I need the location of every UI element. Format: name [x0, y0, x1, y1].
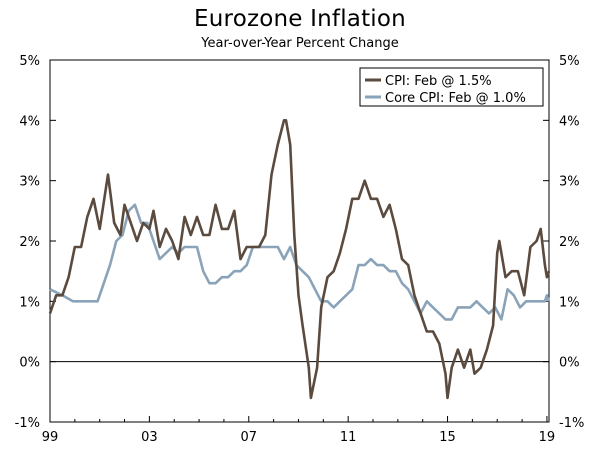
y-tick-label-right: 1%: [559, 295, 580, 310]
chart-title: Eurozone Inflation: [194, 6, 406, 32]
core-cpi-line: [49, 203, 551, 321]
y-tick-label-right: 5%: [559, 54, 580, 69]
x-tick-label: 07: [240, 430, 257, 445]
x-tick-label: 19: [539, 430, 556, 445]
y-tick-label-left: 5%: [19, 54, 40, 69]
y-tick-label-right: 2%: [559, 235, 580, 250]
y-tick-label-left: 1%: [19, 295, 40, 310]
chart-subtitle: Year-over-Year Percent Change: [201, 36, 399, 51]
y-tick-label-right: 0%: [559, 356, 580, 371]
y-tick-label-right: -1%: [559, 416, 584, 431]
y-tick-label-left: -1%: [15, 416, 40, 431]
y-tick-label-left: 0%: [19, 356, 40, 371]
y-tick-label-left: 4%: [19, 114, 40, 129]
legend-box: [359, 67, 544, 107]
y-tick-label-left: 2%: [19, 235, 40, 250]
x-tick-label: 11: [340, 430, 357, 445]
y-tick-label-left: 3%: [19, 175, 40, 190]
legend-label-core-cpi: Core CPI: Feb @ 1.0%: [385, 91, 526, 106]
x-tick-label: 03: [141, 430, 158, 445]
y-tick-label-right: 3%: [559, 175, 580, 190]
cpi-line: [48, 119, 551, 400]
legend-label-cpi: CPI: Feb @ 1.5%: [385, 74, 492, 89]
y-tick-label-right: 4%: [559, 114, 580, 129]
x-tick-label: 15: [439, 430, 456, 445]
x-tick-label: 99: [42, 430, 59, 445]
